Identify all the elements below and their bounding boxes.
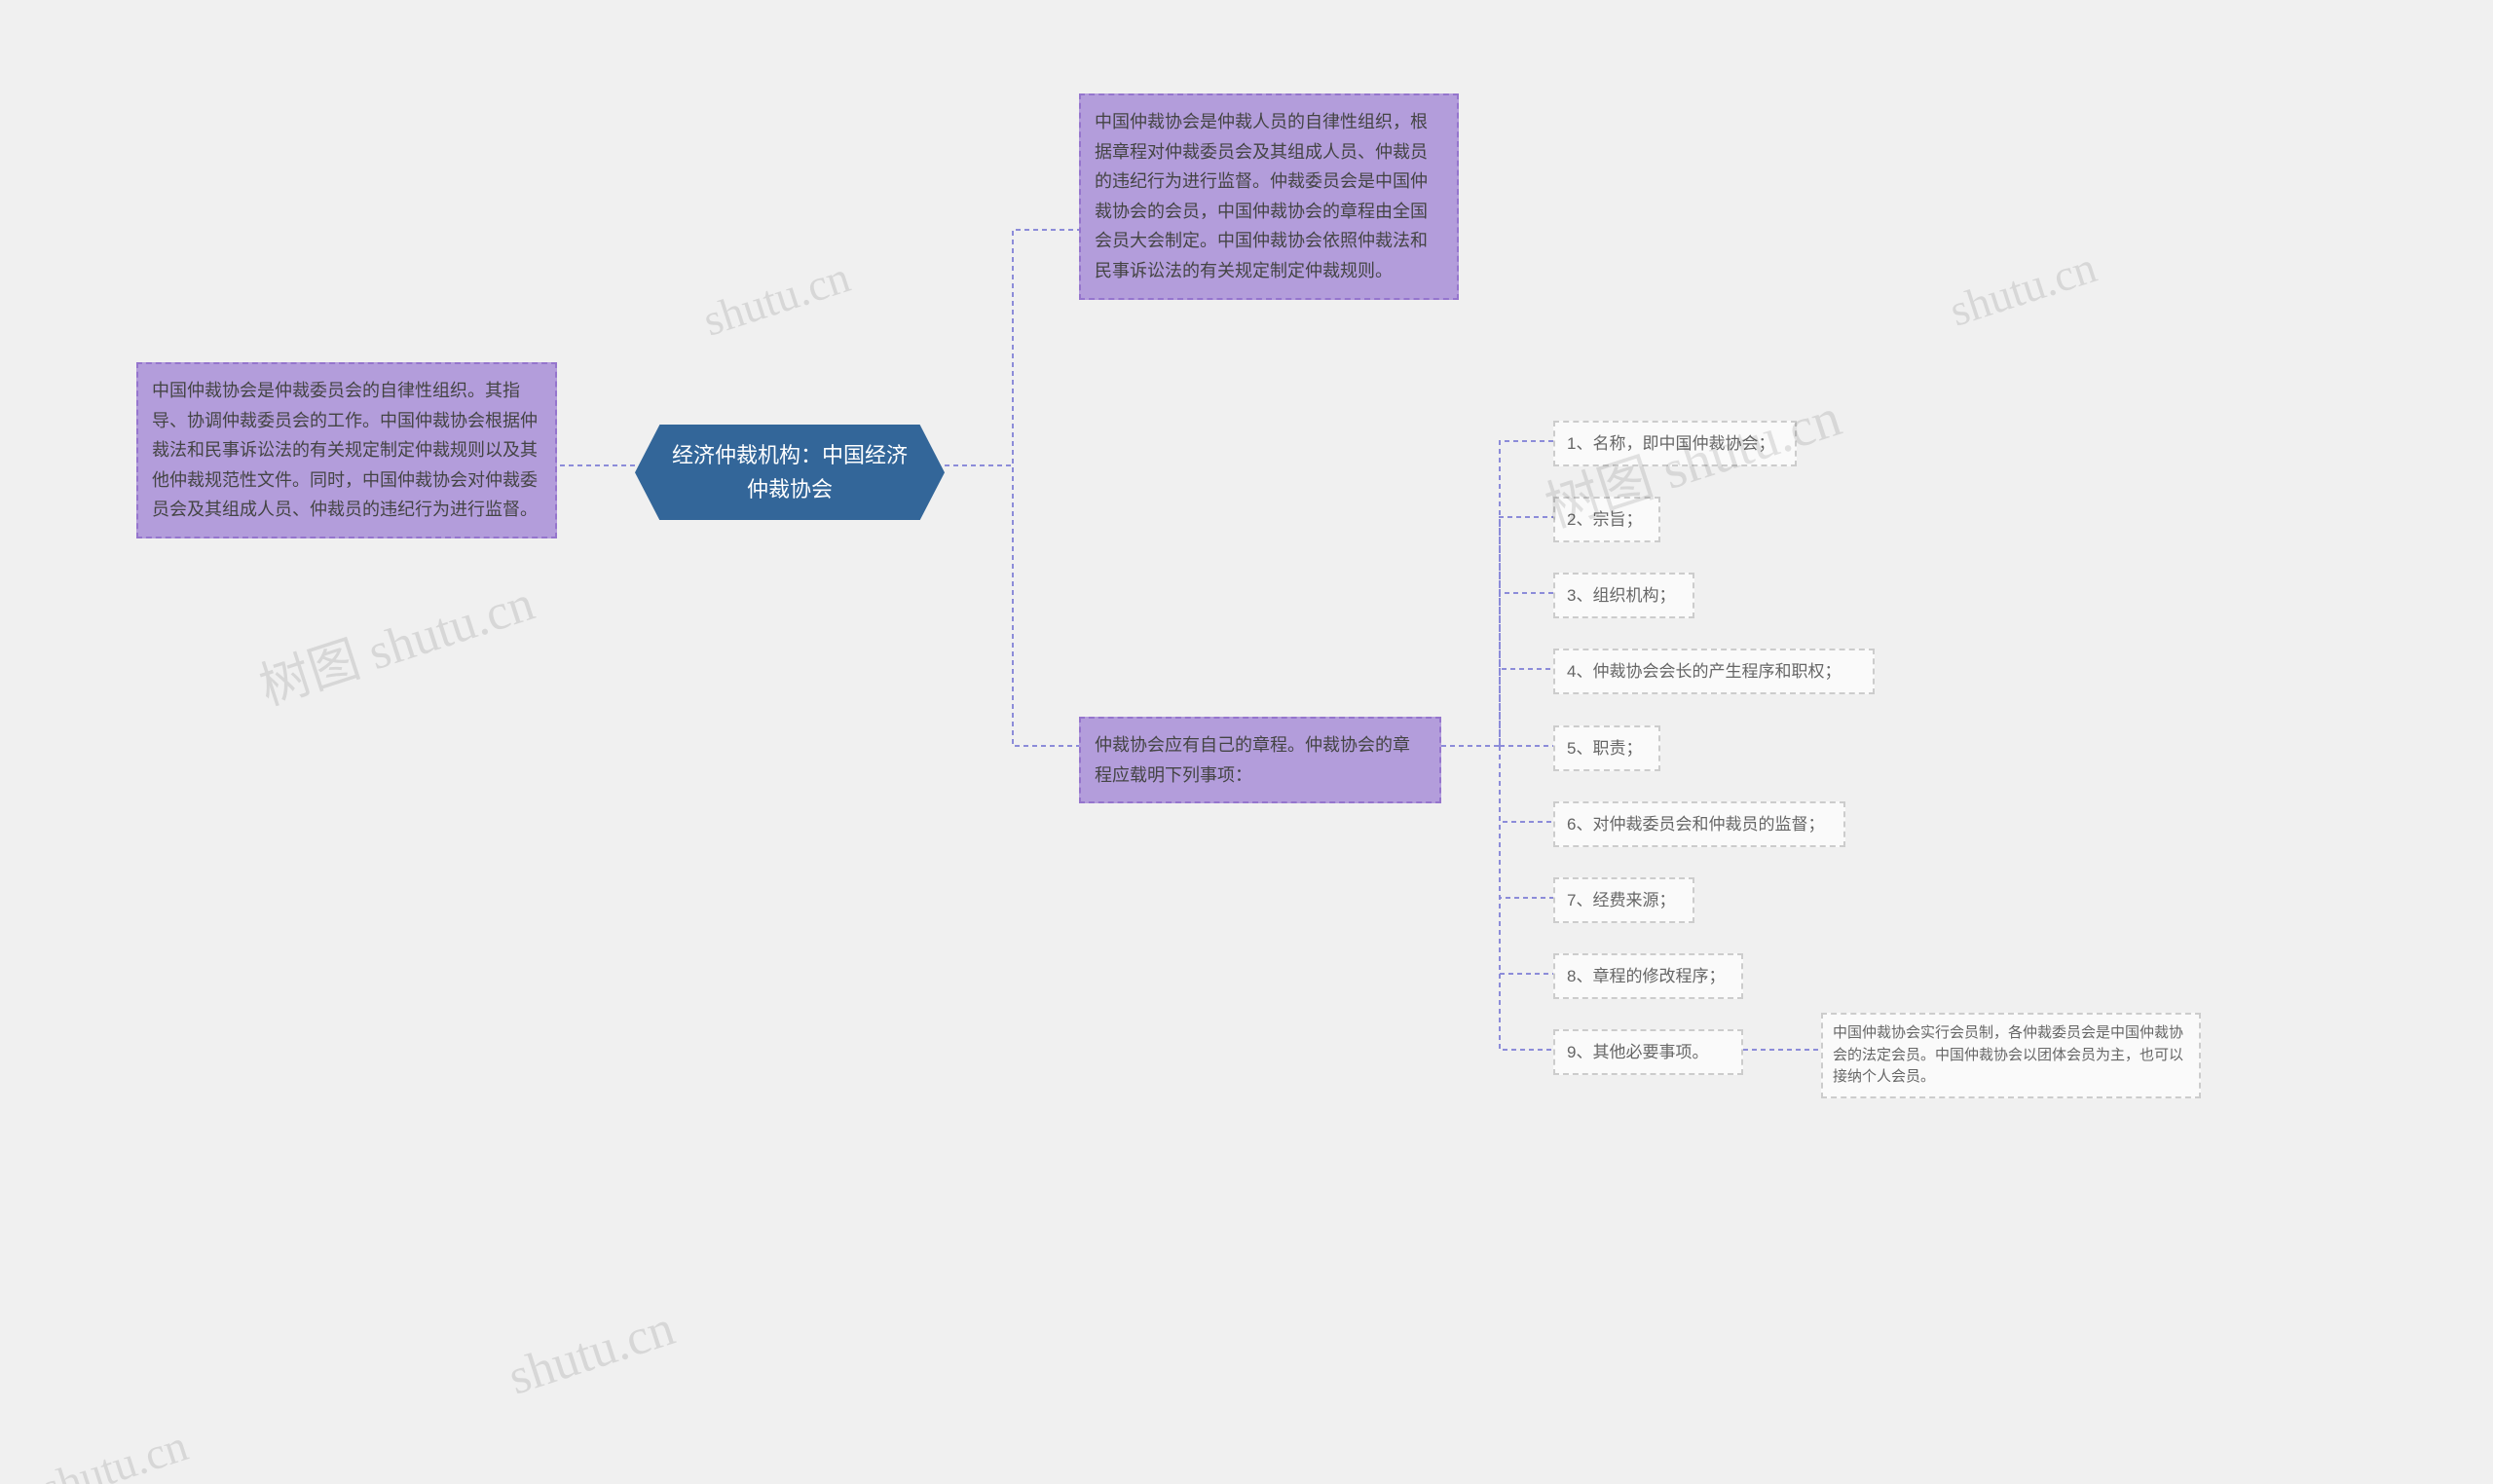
central-node: 经济仲裁机构：中国经济 仲裁协会 [635, 425, 945, 520]
watermark-6: shutu.cn [35, 1419, 194, 1484]
central-line1: 经济仲裁机构：中国经济 [672, 443, 908, 467]
item-9-child-text: 中国仲裁协会实行会员制，各仲裁委员会是中国仲裁协会的法定会员。中国仲裁协会以团体… [1833, 1024, 2183, 1085]
item-2: 2、宗旨； [1553, 497, 1660, 542]
right-mid-box: 仲裁协会应有自己的章程。仲裁协会的章程应载明下列事项： [1079, 717, 1441, 803]
item-4-text: 4、仲裁协会会长的产生程序和职权； [1567, 662, 1841, 681]
item-9: 9、其他必要事项。 [1553, 1029, 1743, 1075]
item-9-child: 中国仲裁协会实行会员制，各仲裁委员会是中国仲裁协会的法定会员。中国仲裁协会以团体… [1821, 1013, 2201, 1098]
item-6: 6、对仲裁委员会和仲裁员的监督； [1553, 801, 1845, 847]
item-6-text: 6、对仲裁委员会和仲裁员的监督； [1567, 815, 1824, 834]
right-mid-text: 仲裁协会应有自己的章程。仲裁协会的章程应载明下列事项： [1095, 735, 1410, 785]
right-top-box: 中国仲裁协会是仲裁人员的自律性组织，根据章程对仲裁委员会及其组成人员、仲裁员的违… [1079, 93, 1459, 300]
watermark-1: 树图 shutu.cn [249, 562, 542, 719]
item-3: 3、组织机构； [1553, 573, 1694, 618]
item-4: 4、仲裁协会会长的产生程序和职权； [1553, 649, 1875, 694]
left-description-box: 中国仲裁协会是仲裁委员会的自律性组织。其指导、协调仲裁委员会的工作。中国仲裁协会… [136, 362, 557, 538]
central-line2: 仲裁协会 [747, 477, 833, 501]
watermark-4: shutu.cn [1944, 241, 2102, 336]
right-top-text: 中国仲裁协会是仲裁人员的自律性组织，根据章程对仲裁委员会及其组成人员、仲裁员的违… [1095, 112, 1428, 280]
item-3-text: 3、组织机构； [1567, 586, 1675, 605]
item-7: 7、经费来源； [1553, 877, 1694, 923]
item-9-text: 9、其他必要事项。 [1567, 1043, 1708, 1061]
watermark-5: shutu.cn [502, 1299, 681, 1406]
item-5: 5、职责； [1553, 725, 1660, 771]
left-description-text: 中国仲裁协会是仲裁委员会的自律性组织。其指导、协调仲裁委员会的工作。中国仲裁协会… [152, 381, 538, 519]
item-7-text: 7、经费来源； [1567, 891, 1675, 909]
watermark-2: shutu.cn [697, 250, 856, 346]
item-1-text: 1、名称，即中国仲裁协会； [1567, 434, 1774, 453]
item-5-text: 5、职责； [1567, 739, 1642, 758]
item-1: 1、名称，即中国仲裁协会； [1553, 421, 1797, 466]
item-8: 8、章程的修改程序； [1553, 953, 1743, 999]
item-2-text: 2、宗旨； [1567, 510, 1642, 529]
item-8-text: 8、章程的修改程序； [1567, 967, 1725, 985]
